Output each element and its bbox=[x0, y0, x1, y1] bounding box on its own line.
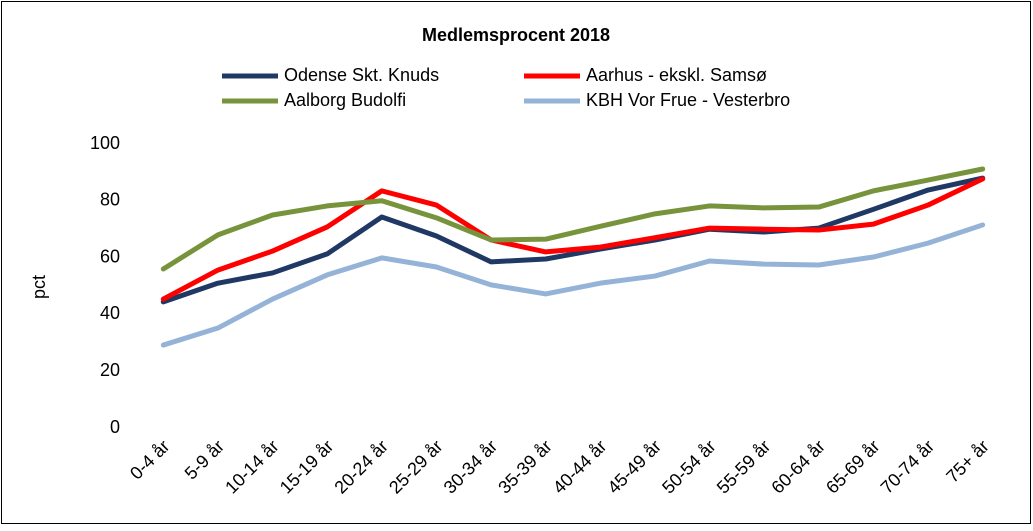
series-line bbox=[160, 222, 986, 348]
y-tick-label: 60 bbox=[100, 246, 120, 266]
y-axis-label: pct bbox=[29, 275, 49, 299]
y-tick-label: 0 bbox=[110, 417, 120, 437]
y-tick-label: 80 bbox=[100, 190, 120, 210]
legend-label: Odense Skt. Knuds bbox=[284, 65, 439, 85]
legend-label: Aarhus - ekskl. Samsø bbox=[586, 65, 767, 85]
y-tick-label: 100 bbox=[90, 133, 120, 153]
series-line bbox=[160, 176, 986, 302]
chart-title: Medlemsprocent 2018 bbox=[422, 25, 610, 45]
y-tick-label: 40 bbox=[100, 303, 120, 323]
legend-label: Aalborg Budolfi bbox=[284, 90, 406, 110]
legend-label: KBH Vor Frue - Vesterbro bbox=[586, 90, 790, 110]
y-tick-label: 20 bbox=[100, 360, 120, 380]
series-line bbox=[160, 166, 986, 272]
series-line bbox=[160, 175, 986, 305]
